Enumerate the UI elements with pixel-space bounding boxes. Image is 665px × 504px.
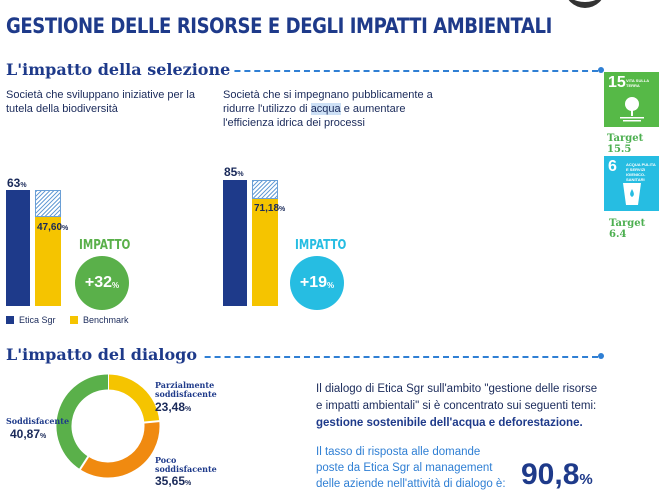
chart2-benchmark-bar	[252, 199, 278, 306]
dialogo-donut-chart	[56, 373, 161, 478]
chart2-etica-bar	[223, 180, 247, 306]
water-glass-icon	[623, 183, 641, 205]
legend-benchmark-label: Benchmark	[83, 315, 129, 325]
chart2-impact-circle: +19%	[290, 256, 344, 310]
response-rate-value: 90,8%	[521, 458, 593, 491]
decorative-shape	[565, 0, 605, 8]
donut-label-soddisfacente: Soddisfacente	[6, 416, 70, 426]
chart2-gap-hatch	[252, 180, 278, 199]
chart2-etica-label: 85%	[224, 165, 244, 179]
donut-slice-parzialmente-soddisfacente	[107, 374, 160, 423]
legend-etica-label: Etica Sgr	[19, 315, 56, 325]
section-rule	[6, 356, 598, 358]
chart2-benchmark-label: 71,18%	[254, 203, 286, 214]
dialogo-paragraph: Il dialogo di Etica Sgr sull'ambito "ges…	[316, 383, 598, 429]
sdg-15-target: Target 15.5	[607, 133, 644, 155]
donut-slice-soddisfacente	[56, 374, 109, 470]
donut-value-parzialmente: 23,48%	[155, 400, 192, 414]
donut-separator	[78, 455, 90, 471]
chart2-description: Società che si impegnano pubblicamente a…	[223, 89, 433, 129]
section-heading-dialogo: L'impatto del dialogo	[6, 345, 201, 364]
highlight-acqua: acqua	[310, 103, 341, 115]
rule-dot	[598, 67, 604, 73]
donut-label-poco: Poco soddisfacente	[155, 455, 217, 474]
rule-dot	[598, 353, 604, 359]
legend-benchmark-swatch	[70, 316, 78, 324]
section-rule	[6, 70, 598, 72]
chart1-benchmark-bar	[35, 217, 61, 306]
chart1-etica-label: 63%	[7, 176, 27, 190]
section-heading-selezione: L'impatto della selezione	[6, 60, 235, 79]
sdg-15-icon: 15 VITA SULLA TERRA	[604, 72, 659, 127]
chart1-etica-bar	[6, 190, 30, 306]
sdg-6-target: Target 6.4	[609, 218, 646, 240]
chart1-impact-circle: +32%	[75, 256, 129, 310]
chart1-impact-label: IMPATTO	[79, 238, 131, 253]
page-title: GESTIONE DELLE RISORSE E DEGLI IMPATTI A…	[6, 14, 552, 38]
chart1-description: Società che sviluppano iniziative per la…	[6, 89, 195, 115]
donut-value-soddisfacente: 40,87%	[10, 427, 47, 441]
donut-value-poco: 35,65%	[155, 474, 192, 488]
sdg-6-icon: 6 ACQUA PULITA E SERVIZI IGIENICO-SANITA…	[604, 156, 659, 211]
chart1-gap-hatch	[35, 190, 61, 217]
donut-slice-poco-soddisfacente	[80, 421, 160, 478]
legend-etica-swatch	[6, 316, 14, 324]
chart2-impact-label: IMPATTO	[295, 238, 347, 253]
donut-label-parzialmente: Parzialmente soddisfacente	[155, 380, 217, 399]
donut-separator	[143, 419, 161, 424]
chart1-benchmark-label: 47,60%	[37, 222, 69, 233]
tree-icon	[620, 97, 644, 122]
response-rate-text: Il tasso di risposta alle domande poste …	[316, 446, 506, 490]
